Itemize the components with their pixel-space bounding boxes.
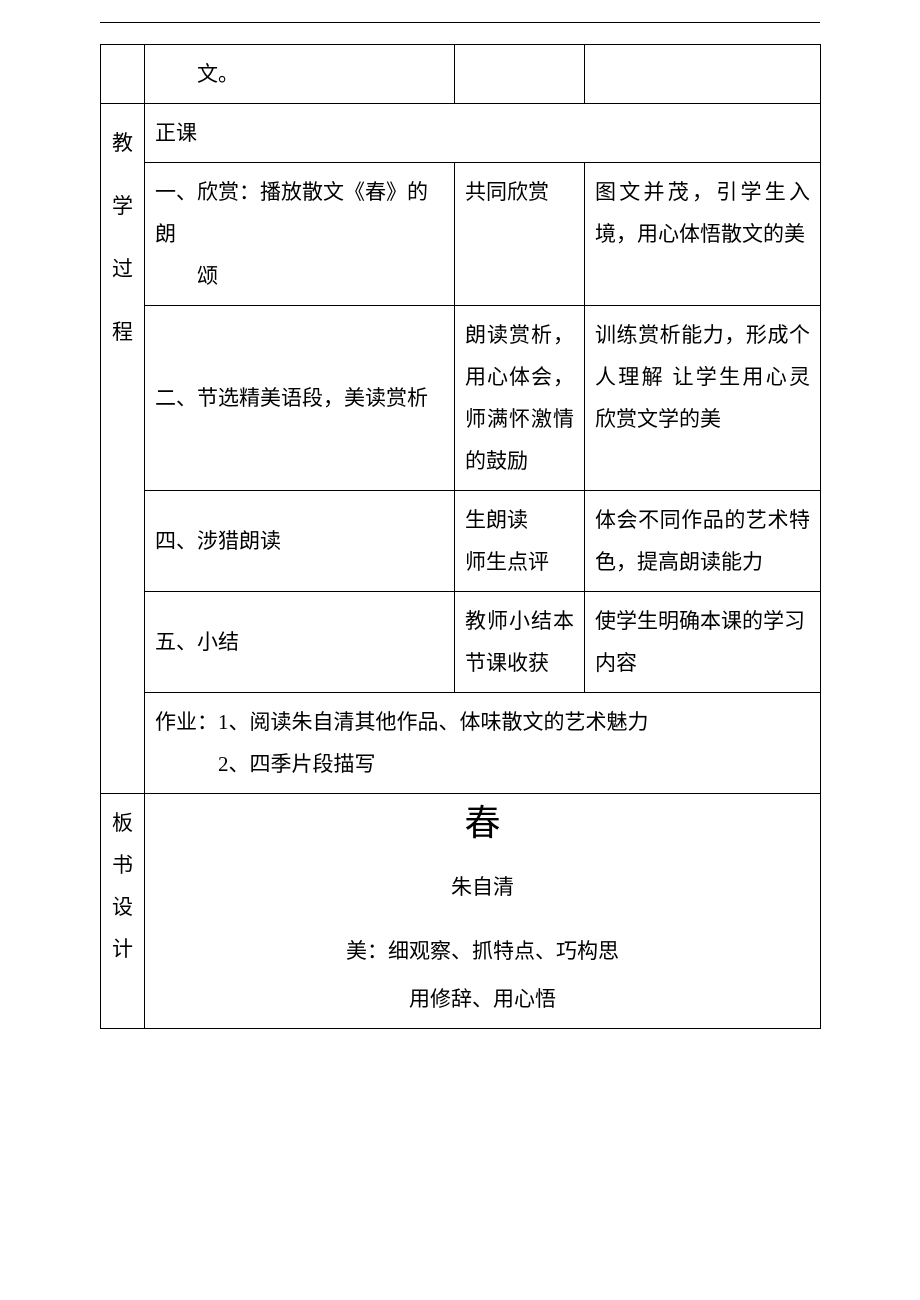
board-line: 美：细观察、抓特点、巧构思: [155, 930, 810, 972]
char: 学: [111, 175, 134, 238]
text: 生朗读: [465, 499, 574, 541]
board-author: 朱自清: [155, 866, 810, 908]
section-label-teaching-process: 教 学 过 程: [101, 104, 145, 794]
lesson-plan-table: 文。 教 学 过 程 正课 一、欣赏：播放散文《春》的朗 颂 共同欣赏 图文并茂…: [100, 44, 821, 1029]
cell-purpose: 使学生明确本课的学习内容: [585, 592, 821, 693]
char: 书: [111, 844, 134, 886]
text: 2、四季片段描写: [155, 743, 810, 785]
cell-empty: [101, 45, 145, 104]
board-title: 春: [155, 798, 810, 848]
text: 颂: [155, 255, 444, 297]
cell-formal-class: 正课: [145, 104, 821, 163]
text: 一、欣赏：播放散文《春》的朗: [155, 180, 428, 246]
cell-method: 生朗读 师生点评: [455, 491, 585, 592]
table-row: 教 学 过 程 正课: [101, 104, 821, 163]
table-row: 四、涉猎朗读 生朗读 师生点评 体会不同作品的艺术特色，提高朗读能力: [101, 491, 821, 592]
cell-activity: 一、欣赏：播放散文《春》的朗 颂: [145, 163, 455, 306]
char: 计: [111, 928, 134, 970]
cell-purpose: 训练赏析能力，形成个人理解 让学生用心灵欣赏文学的美: [585, 306, 821, 491]
cell-method: 共同欣赏: [455, 163, 585, 306]
board-line: 用修辞、用心悟: [155, 978, 810, 1020]
cell-activity: 四、涉猎朗读: [145, 491, 455, 592]
char: 过: [111, 238, 134, 301]
table-row: 作业：1、阅读朱自清其他作品、体味散文的艺术魅力 2、四季片段描写: [101, 693, 821, 794]
cell-activity: 二、节选精美语段，美读赏析: [145, 306, 455, 491]
cell-prev-continuation: 文。: [145, 45, 455, 104]
text: 师生点评: [465, 541, 574, 583]
char: 设: [111, 886, 134, 928]
cell-method: 朗读赏析，用心体会，师满怀激情的鼓励: [455, 306, 585, 491]
char: 板: [111, 802, 134, 844]
cell-activity: 五、小结: [145, 592, 455, 693]
cell-method: 教师小结本节课收获: [455, 592, 585, 693]
text: 作业：1、阅读朱自清其他作品、体味散文的艺术魅力: [155, 701, 810, 743]
text: 文。: [155, 53, 444, 95]
page-top-rule: [100, 22, 820, 23]
cell-purpose: 体会不同作品的艺术特色，提高朗读能力: [585, 491, 821, 592]
cell-homework: 作业：1、阅读朱自清其他作品、体味散文的艺术魅力 2、四季片段描写: [145, 693, 821, 794]
table-row: 五、小结 教师小结本节课收获 使学生明确本课的学习内容: [101, 592, 821, 693]
table-row: 二、节选精美语段，美读赏析 朗读赏析，用心体会，师满怀激情的鼓励 训练赏析能力，…: [101, 306, 821, 491]
cell-empty: [585, 45, 821, 104]
cell-board-design: 春 朱自清 美：细观察、抓特点、巧构思 用修辞、用心悟: [145, 794, 821, 1029]
table-row: 板 书 设 计 春 朱自清 美：细观察、抓特点、巧构思 用修辞、用心悟: [101, 794, 821, 1029]
char: 教: [111, 112, 134, 175]
cell-empty: [455, 45, 585, 104]
cell-purpose: 图文并茂，引学生入境，用心体悟散文的美: [585, 163, 821, 306]
char: 程: [111, 301, 134, 364]
table-row: 文。: [101, 45, 821, 104]
table-row: 一、欣赏：播放散文《春》的朗 颂 共同欣赏 图文并茂，引学生入境，用心体悟散文的…: [101, 163, 821, 306]
section-label-board-design: 板 书 设 计: [101, 794, 145, 1029]
